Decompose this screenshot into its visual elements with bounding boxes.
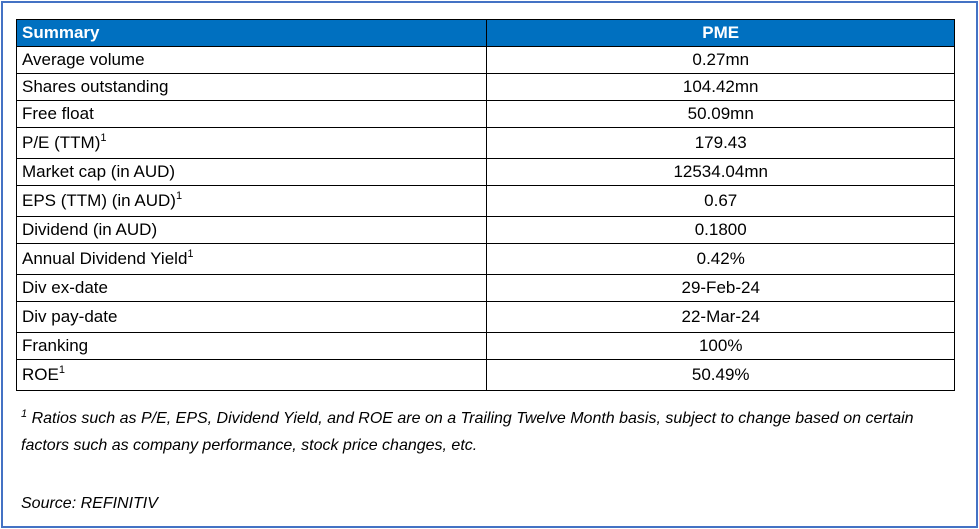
row-value: 22-Mar-24 (486, 301, 955, 333)
row-label: Dividend (in AUD) (15, 216, 488, 244)
table-row: P/E (TTM)1 179.43 (15, 127, 955, 159)
header-summary: Summary (15, 19, 488, 47)
table-row: Franking 100% (15, 332, 955, 360)
row-value: 104.42mn (486, 73, 955, 101)
row-value: 50.49% (486, 359, 955, 391)
table-row: EPS (TTM) (in AUD)1 0.67 (15, 185, 955, 217)
row-label: Market cap (in AUD) (15, 158, 488, 186)
row-label-text: P/E (TTM) (22, 133, 101, 152)
header-ticker: PME (486, 19, 955, 47)
row-label-text: Franking (22, 336, 89, 355)
row-label: P/E (TTM)1 (15, 127, 488, 159)
row-label: Div pay-date (15, 301, 488, 333)
table-row: Annual Dividend Yield1 0.42% (15, 243, 955, 275)
row-label-text: ROE (22, 365, 59, 384)
table-row: Average volume 0.27mn (15, 46, 955, 74)
row-label-text: Div pay-date (22, 307, 118, 326)
row-value: 29-Feb-24 (486, 274, 955, 302)
table-row: Market cap (in AUD) 12534.04mn (15, 158, 955, 186)
row-label: Free float (15, 100, 488, 128)
row-value: 50.09mn (486, 100, 955, 128)
row-label-text: Market cap (in AUD) (22, 162, 176, 181)
row-label: ROE1 (15, 359, 488, 391)
row-value: 0.1800 (486, 216, 955, 244)
row-value: 0.67 (486, 185, 955, 217)
source-note: Source: REFINITIV (21, 495, 158, 512)
row-label-text: Dividend (in AUD) (22, 220, 158, 239)
row-value: 179.43 (486, 127, 955, 159)
table-row: Div pay-date 22-Mar-24 (15, 301, 955, 333)
footnote-text: Ratios such as P/E, EPS, Dividend Yield,… (21, 410, 914, 454)
summary-table: Summary PME Average volume 0.27mn Shares o… (15, 19, 955, 391)
table-row: Free float 50.09mn (15, 100, 955, 128)
table-row: Div ex-date 29-Feb-24 (15, 274, 955, 302)
row-label-text: EPS (TTM) (in AUD) (22, 191, 176, 210)
table-row: Shares outstanding 104.42mn (15, 73, 955, 101)
footnote-ref: 1 (100, 132, 107, 144)
row-value: 0.42% (486, 243, 955, 275)
footnote-ref: 1 (175, 190, 183, 202)
row-label-text: Average volume (22, 50, 145, 69)
table-row: Dividend (in AUD) 0.1800 (15, 216, 955, 244)
footnote-ref: 1 (187, 248, 194, 260)
row-label-text: Free float (22, 104, 94, 123)
row-value: 12534.04mn (486, 158, 955, 186)
row-label: Average volume (15, 46, 488, 74)
table-row: ROE1 50.49% (15, 359, 955, 391)
row-label: Shares outstanding (15, 73, 488, 101)
row-label: Franking (15, 332, 488, 360)
footnote-ref: 1 (58, 364, 65, 376)
row-label-text: Shares outstanding (22, 77, 169, 96)
row-label-text: Annual Dividend Yield (22, 249, 188, 268)
row-label: EPS (TTM) (in AUD)1 (15, 185, 488, 217)
row-label: Annual Dividend Yield1 (15, 243, 488, 275)
row-value: 100% (486, 332, 955, 360)
row-label-text: Div ex-date (22, 278, 108, 297)
footnote: 1 Ratios such as P/E, EPS, Dividend Yiel… (21, 405, 951, 459)
table-header-row: Summary PME (15, 19, 955, 47)
row-label: Div ex-date (15, 274, 488, 302)
footnote-marker: 1 (21, 408, 28, 420)
row-value: 0.27mn (486, 46, 955, 74)
